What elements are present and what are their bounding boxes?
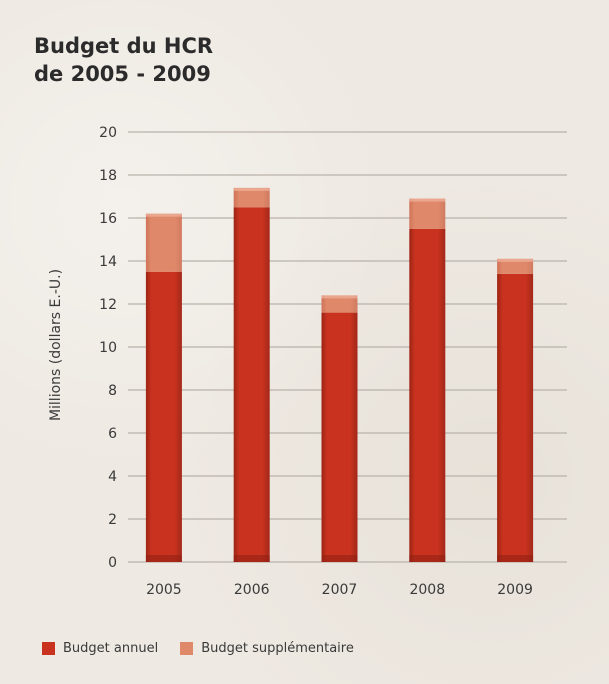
y-axis-label: Millions (dollars E.-U.): [48, 269, 64, 421]
y-tick-label: 12: [99, 297, 117, 313]
y-tick-label: 8: [108, 383, 117, 399]
y-tick-label: 0: [108, 555, 117, 571]
bar-base-shadow-2005: [145, 555, 182, 562]
legend-swatch-annual: [42, 642, 55, 655]
legend-swatch-supplementary: [180, 642, 194, 655]
y-tick-label: 14: [99, 254, 117, 270]
y-tick-label: 4: [108, 469, 117, 485]
bar-top-highlight-2007: [321, 295, 358, 299]
legend-label-annual: Budget annuel: [63, 641, 159, 656]
bar-top-highlight-2005: [145, 213, 182, 217]
x-tick-label-2007: 2007: [322, 582, 358, 598]
chart-title-line-2: de 2005 - 2009: [34, 62, 211, 86]
bar-top-highlight-2008: [409, 198, 446, 202]
x-tick-label-2008: 2008: [409, 582, 445, 598]
x-tick-label-2009: 2009: [497, 582, 533, 598]
bar-annual-2008: [409, 228, 446, 562]
bar-annual-2005: [145, 271, 182, 562]
x-tick-label-2006: 2006: [234, 582, 270, 598]
y-tick-label: 18: [99, 168, 117, 184]
chart-title: Budget du HCR de 2005 - 2009: [34, 32, 213, 88]
legend-item-annual: Budget annuel: [42, 641, 158, 656]
bars: [145, 187, 534, 562]
bar-base-shadow-2007: [321, 555, 358, 562]
chart-title-line-1: Budget du HCR: [34, 34, 214, 58]
tick-labels: 0 2 4 6 8 10 12 14 16 18 20 2005 2006 2007 2008 2009: [99, 125, 533, 598]
bar-supplementary-2008: [409, 198, 446, 229]
legend-label-supplementary: Budget supplémentaire: [201, 641, 354, 656]
legend-item-supplementary: Budget supplémentaire: [180, 641, 354, 656]
bar-base-shadow-2009: [497, 555, 534, 562]
bar-base-shadow-2008: [409, 555, 446, 562]
y-tick-label: 16: [99, 211, 117, 227]
bar-top-highlight-2009: [497, 258, 534, 262]
y-tick-label: 6: [108, 426, 117, 442]
bar-supplementary-2007: [321, 295, 358, 313]
y-tick-label: 2: [108, 512, 117, 528]
bar-top-highlight-2006: [233, 187, 270, 191]
bar-supplementary-2005: [145, 213, 182, 272]
bar-supplementary-2009: [497, 258, 534, 274]
bar-base-shadow-2006: [233, 555, 270, 562]
x-tick-label-2005: 2005: [146, 582, 182, 598]
y-tick-label: 10: [99, 340, 117, 356]
bar-annual-2006: [233, 207, 270, 562]
bar-supplementary-2006: [233, 187, 270, 208]
legend: Budget annuel Budget supplémentaire: [42, 641, 376, 656]
y-tick-label: 20: [99, 125, 117, 141]
bar-annual-2007: [321, 312, 358, 562]
bar-annual-2009: [497, 273, 534, 562]
